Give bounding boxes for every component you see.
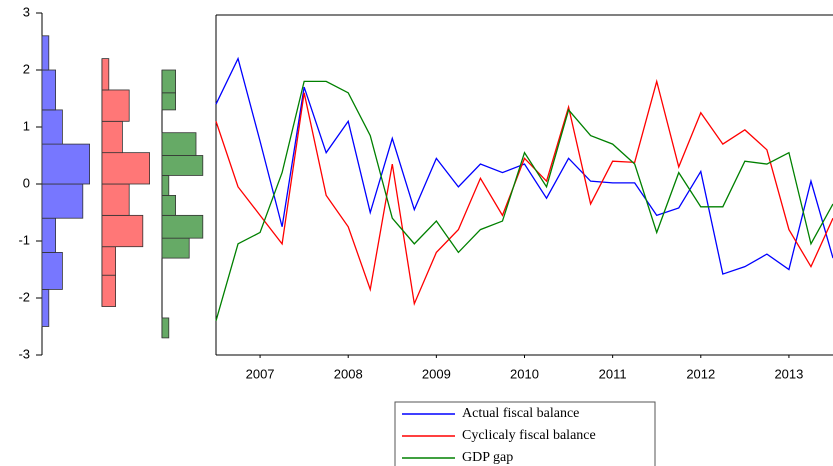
legend-label: Actual fiscal balance	[462, 406, 579, 421]
x-tick-label: 2008	[334, 366, 363, 381]
histogram-bar	[41, 289, 50, 327]
histogram-bar	[161, 194, 177, 216]
legend-label: GDP gap	[462, 450, 513, 465]
x-tick-label: 2013	[774, 366, 803, 381]
histogram-bar	[41, 217, 57, 253]
histogram-bar	[101, 58, 110, 91]
y-tick-label: -2	[18, 289, 30, 304]
histogram-bar	[101, 274, 117, 307]
x-tick-label: 2009	[422, 366, 451, 381]
y-tick-label: 0	[23, 175, 30, 190]
histogram-bar	[41, 35, 50, 71]
x-tick-label: 2011	[599, 366, 627, 381]
series-line	[215, 56, 833, 275]
series-line	[215, 80, 833, 321]
histogram-bar	[161, 237, 190, 259]
histogram-bar	[101, 120, 123, 154]
histogram-bar	[161, 317, 170, 339]
x-tick-label: 2010	[510, 366, 539, 381]
x-tick-label: 2007	[246, 366, 275, 381]
legend-label: Cyclicaly fiscal balance	[462, 428, 596, 443]
histogram-bar	[101, 89, 130, 122]
series-line	[215, 78, 833, 307]
y-tick-label: -1	[18, 232, 30, 247]
histogram-bar	[161, 132, 197, 156]
histogram-bar	[41, 251, 63, 290]
histogram-bar	[101, 246, 117, 276]
histogram-bar	[161, 155, 204, 176]
y-tick-label: 2	[23, 61, 30, 76]
y-tick-label: -3	[18, 346, 30, 361]
histogram-bar	[41, 183, 84, 219]
histogram-bar	[101, 152, 150, 185]
histogram-bar	[101, 214, 144, 248]
histogram-bar	[161, 214, 204, 239]
histogram-bar	[161, 92, 177, 111]
histogram-bar	[41, 143, 90, 185]
histogram-bar	[161, 69, 177, 94]
y-tick-label: 3	[23, 4, 30, 19]
histogram-bar	[41, 109, 63, 145]
histogram-bar	[161, 175, 170, 196]
histogram-bar	[101, 183, 130, 216]
histogram-bar	[41, 69, 57, 111]
x-tick-label: 2012	[686, 366, 715, 381]
y-tick-label: 1	[23, 118, 30, 133]
legend-box	[394, 401, 656, 466]
